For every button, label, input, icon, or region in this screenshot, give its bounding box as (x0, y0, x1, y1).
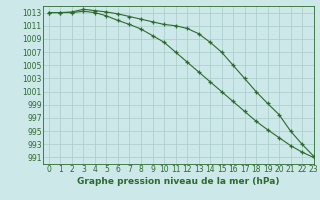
X-axis label: Graphe pression niveau de la mer (hPa): Graphe pression niveau de la mer (hPa) (77, 177, 280, 186)
